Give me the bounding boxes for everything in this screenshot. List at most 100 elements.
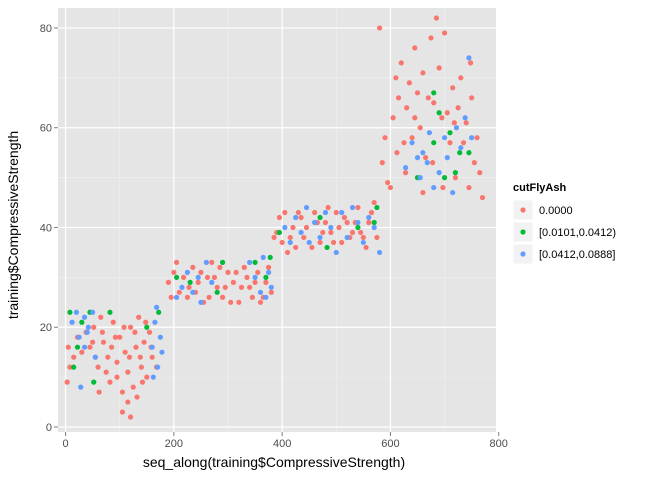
data-point-series-0 [233, 269, 239, 275]
data-point-series-0 [295, 209, 301, 216]
data-point-series-0 [467, 60, 474, 66]
data-point-series-0 [290, 224, 296, 231]
data-point-series-0 [127, 324, 134, 330]
legend-swatch-0 [520, 207, 526, 213]
data-point-series-1 [441, 175, 448, 181]
data-point-series-2 [450, 189, 456, 196]
data-point-series-2 [152, 319, 158, 325]
data-point-series-0 [64, 379, 70, 385]
data-point-series-1 [355, 224, 361, 231]
axis-tick-labels: 0 200 400 600 800 0 20 40 60 80 [40, 23, 508, 450]
data-point-series-0 [366, 219, 372, 226]
data-point-series-0 [168, 294, 174, 300]
data-point-series-2 [257, 289, 264, 295]
data-point-series-2 [195, 274, 201, 280]
data-point-series-0 [134, 394, 140, 400]
data-point-series-2 [157, 334, 163, 340]
data-point-series-2 [159, 349, 165, 355]
data-point-series-0 [103, 369, 109, 375]
data-point-series-2 [268, 284, 274, 290]
data-point-series-0 [393, 75, 399, 81]
data-point-series-0 [463, 120, 469, 126]
data-point-series-0 [114, 359, 120, 365]
data-point-series-1 [187, 279, 193, 285]
data-point-series-0 [293, 244, 299, 251]
data-point-series-0 [219, 294, 226, 300]
data-point-series-2 [414, 155, 421, 161]
data-point-series-0 [430, 160, 436, 166]
data-point-series-0 [376, 25, 383, 31]
data-point-series-2 [293, 214, 299, 221]
data-point-series-0 [133, 344, 139, 350]
data-point-series-2 [436, 170, 442, 176]
data-point-series-0 [244, 274, 250, 280]
data-point-series-2 [444, 155, 450, 161]
data-point-series-0 [67, 364, 73, 370]
data-point-series-1 [219, 259, 226, 265]
data-point-series-0 [112, 334, 118, 340]
data-point-series-0 [385, 179, 391, 186]
data-point-series-2 [441, 135, 448, 141]
x-tick-label: 600 [381, 438, 399, 450]
legend-label-2: [0.0412,0.0888] [539, 249, 615, 261]
data-point-series-0 [98, 314, 104, 320]
data-point-series-2 [173, 294, 180, 300]
data-point-series-1 [144, 324, 150, 330]
data-point-series-2 [431, 184, 437, 191]
y-tick-label: 0 [46, 422, 52, 434]
data-point-series-0 [414, 90, 421, 96]
data-point-series-0 [312, 209, 318, 216]
data-point-series-0 [108, 344, 115, 350]
data-point-series-2 [209, 279, 215, 285]
data-point-series-0 [328, 229, 334, 236]
data-point-series-0 [349, 229, 356, 236]
data-point-series-1 [67, 309, 73, 315]
data-point-series-2 [153, 304, 160, 310]
data-point-series-0 [428, 35, 434, 41]
data-point-series-0 [206, 294, 212, 300]
data-point-series-2 [76, 334, 82, 340]
data-point-series-2 [322, 209, 329, 216]
data-point-series-0 [363, 244, 369, 251]
data-point-series-0 [99, 329, 105, 335]
data-point-series-0 [181, 274, 187, 280]
data-point-series-0 [211, 274, 218, 280]
data-point-series-0 [121, 324, 127, 330]
legend-label-1: [0.0101,0.0412) [539, 227, 616, 239]
data-point-series-0 [176, 289, 182, 295]
data-point-series-2 [266, 269, 272, 275]
data-point-series-0 [127, 414, 134, 420]
data-point-series-0 [301, 234, 307, 241]
data-point-series-0 [282, 209, 288, 216]
data-point-series-2 [260, 254, 266, 261]
data-point-series-0 [412, 45, 418, 51]
data-point-series-0 [425, 95, 431, 101]
data-point-series-1 [173, 274, 180, 280]
data-point-series-2 [81, 314, 88, 320]
axis-ticks [54, 27, 500, 436]
data-point-series-0 [137, 354, 143, 360]
data-point-series-0 [71, 354, 77, 360]
data-point-series-0 [404, 105, 410, 111]
data-point-series-2 [155, 364, 161, 370]
data-point-series-0 [119, 409, 126, 415]
data-point-series-2 [198, 299, 204, 305]
y-tick-label: 80 [40, 23, 52, 35]
data-point-series-1 [79, 319, 85, 325]
data-point-series-0 [186, 284, 192, 290]
data-point-series-0 [379, 160, 385, 166]
data-point-series-1 [214, 289, 220, 295]
data-point-series-0 [398, 60, 404, 66]
data-point-series-2 [179, 284, 185, 290]
data-point-series-0 [452, 175, 458, 181]
data-point-series-1 [324, 244, 330, 251]
data-point-series-2 [73, 309, 80, 315]
data-point-series-0 [436, 65, 442, 71]
data-point-series-2 [426, 130, 433, 136]
legend-swatch-2 [520, 251, 526, 257]
data-point-series-0 [382, 135, 388, 141]
data-point-series-1 [252, 259, 258, 265]
data-point-series-0 [431, 100, 437, 106]
data-point-series-0 [451, 120, 457, 126]
data-point-series-1 [436, 110, 442, 116]
